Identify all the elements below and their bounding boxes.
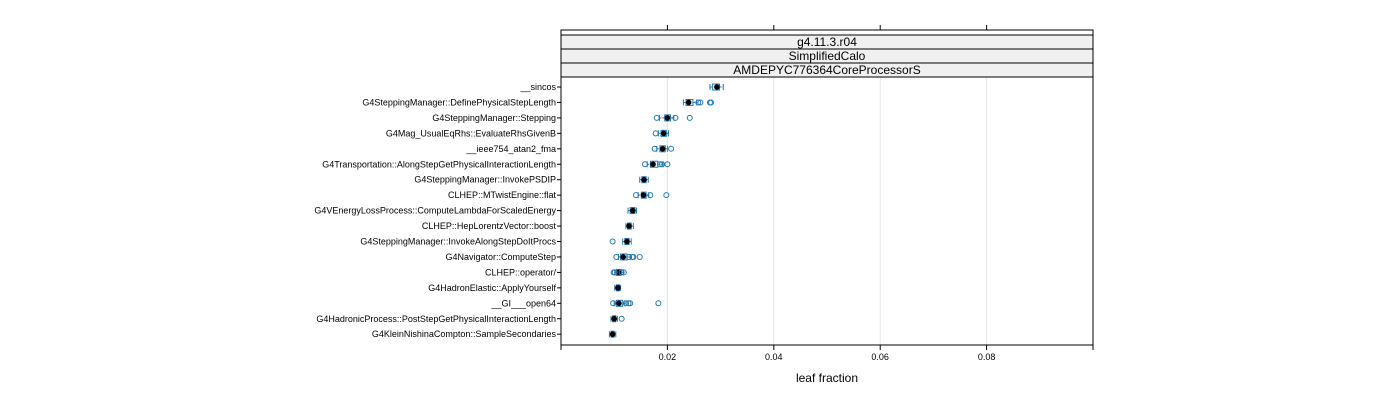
median-point: [609, 331, 616, 338]
outlier-point: [656, 161, 663, 168]
x-tick-label: 0.08: [978, 352, 996, 362]
box-group: [652, 129, 669, 137]
median-point: [630, 207, 636, 214]
box-group: [709, 83, 724, 91]
median-point: [660, 130, 667, 137]
box-group: [610, 315, 625, 323]
outlier-point: [618, 315, 625, 322]
x-axis-title: leaf fraction: [796, 371, 858, 385]
median-point: [685, 99, 692, 106]
outlier-point: [653, 114, 660, 121]
outlier-point: [695, 99, 702, 106]
outlier-point: [663, 192, 670, 199]
category-label: CLHEP::HepLorentzVector::boost: [422, 221, 557, 231]
median-point: [641, 176, 647, 183]
box-group: [608, 330, 617, 338]
box-group: [639, 176, 649, 184]
category-label: CLHEP::MTwistEngine::flat: [448, 190, 557, 200]
box-group: [627, 207, 638, 215]
category-label: G4HadronicProcess::PostStepGetPhysicalIn…: [316, 314, 556, 324]
box-group: [614, 284, 622, 292]
category-label: G4Mag_UsualEqRhs::EvaluateRhsGivenB: [386, 128, 556, 138]
box-group: [610, 268, 627, 276]
outlier-point: [633, 192, 640, 199]
box-group: [642, 160, 671, 168]
category-label: G4HadronElastic::ApplyYourself: [428, 283, 556, 293]
outlier-point: [664, 161, 671, 168]
category-label: __ieee754_atan2_fma: [465, 144, 556, 154]
box-group: [609, 238, 632, 245]
category-label: CLHEP::operator/: [485, 267, 557, 277]
median-point: [650, 161, 656, 168]
median-point: [615, 285, 621, 291]
outlier-point: [642, 161, 649, 168]
outlier-point: [630, 253, 637, 260]
strip-panel: g4.11.3.r04 SimplifiedCalo AMDEPYC776364…: [560, 34, 1094, 78]
outlier-point: [626, 253, 633, 260]
outlier-point: [627, 300, 634, 307]
median-point: [624, 238, 630, 245]
outlier-point: [620, 269, 627, 276]
category-label: G4VEnergyLossProcess::ComputeLambdaForSc…: [314, 206, 556, 216]
x-tick-label: 0.04: [765, 352, 783, 362]
box-group: [651, 145, 675, 153]
outlier-point: [618, 269, 625, 276]
strip-label: g4.11.3.r04: [797, 35, 857, 49]
outlier-point: [652, 130, 659, 137]
median-point: [620, 254, 627, 260]
category-label: G4SteppingManager::InvokeAlongStepDoItPr…: [360, 237, 556, 247]
strip-label: SimplifiedCalo: [789, 49, 866, 63]
x-axis: 0.02 0.04 0.06 0.08: [560, 25, 1094, 362]
category-label: __sincos: [519, 82, 556, 92]
outlier-point: [668, 145, 675, 152]
median-point: [640, 192, 647, 198]
median-point: [664, 115, 671, 121]
category-label: G4SteppingManager::InvokePSDIP: [414, 175, 556, 185]
median-point: [659, 146, 666, 152]
strip-label: AMDEPYC776364CoreProcessorS: [733, 63, 920, 77]
category-labels: __sincosG4SteppingManager::DefinePhysica…: [314, 82, 561, 339]
median-point: [611, 315, 617, 322]
category-label: __GI___open64: [490, 298, 556, 308]
x-tick-label: 0.06: [871, 352, 889, 362]
outlier-point: [609, 238, 616, 245]
median-point: [714, 84, 720, 90]
outlier-point: [672, 114, 679, 121]
box-group: [633, 191, 670, 199]
category-label: G4Navigator::ComputeStep: [445, 252, 556, 262]
x-tick-label: 0.02: [659, 352, 677, 362]
outlier-point: [622, 300, 629, 307]
outlier-point: [686, 114, 693, 121]
box-group: [625, 222, 634, 230]
outlier-point: [636, 253, 643, 260]
outlier-point: [610, 300, 617, 307]
grid-layer: [666, 77, 988, 345]
category-label: G4SteppingManager::DefinePhysicalStepLen…: [362, 97, 556, 107]
box-group: [610, 299, 662, 307]
box-group: [682, 98, 715, 106]
box-group: [613, 253, 643, 261]
outlier-point: [697, 99, 704, 106]
median-point: [626, 223, 632, 229]
median-point: [616, 300, 622, 307]
panel-frame: [560, 29, 1094, 346]
outlier-point: [655, 300, 662, 307]
outlier-point: [651, 145, 658, 152]
box-group: [653, 114, 693, 122]
outlier-point: [611, 269, 618, 276]
category-label: G4KleinNishinaCompton::SampleSecondaries: [372, 329, 557, 339]
category-label: G4Transportation::AlongStepGetPhysicalIn…: [322, 159, 556, 169]
outlier-point: [613, 253, 620, 260]
box-layer: [608, 83, 724, 338]
category-label: G4SteppingManager::Stepping: [432, 113, 556, 123]
outlier-point: [647, 192, 654, 199]
outlier-point: [708, 99, 715, 106]
